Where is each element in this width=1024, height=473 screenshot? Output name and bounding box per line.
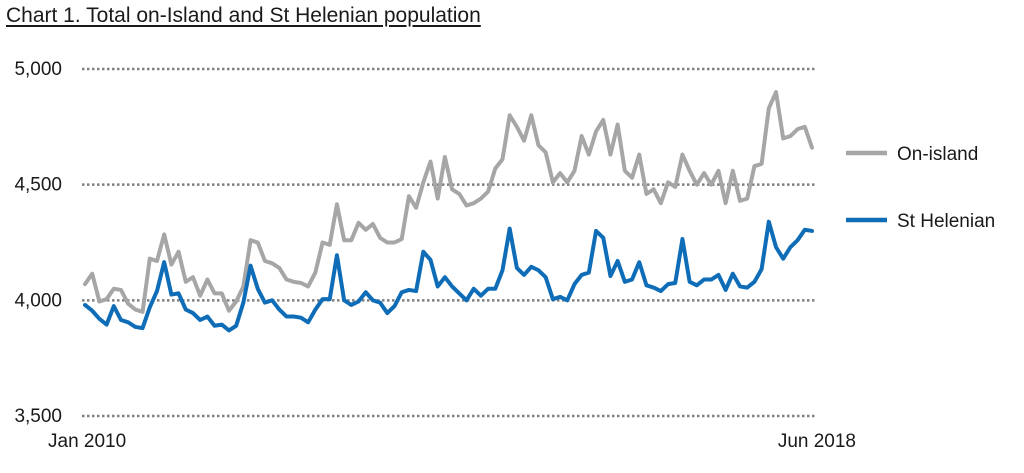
series-line-st-helenian bbox=[83, 219, 814, 333]
x-tick-label: Jan 2010 bbox=[48, 431, 126, 452]
legend-label-on-island: On-island bbox=[897, 144, 978, 165]
y-tick-label: 4,500 bbox=[14, 175, 62, 196]
x-tick-label: Jun 2018 bbox=[778, 431, 856, 452]
y-tick-label: 4,000 bbox=[14, 290, 62, 311]
x-axis-tick-labels: Jan 2010 Jun 2018 bbox=[48, 431, 856, 452]
gridlines bbox=[82, 67, 816, 418]
y-axis-tick-labels: 3,500 4,000 4,500 5,000 bbox=[14, 59, 62, 427]
legend-label-st-helenian: St Helenian bbox=[897, 211, 995, 232]
y-tick-label: 5,000 bbox=[14, 59, 62, 80]
legend: On-island St Helenian bbox=[846, 144, 995, 232]
y-tick-label: 3,500 bbox=[14, 406, 62, 427]
series-line-on-island bbox=[83, 90, 814, 314]
series-lines bbox=[83, 90, 814, 333]
chart-title: Chart 1. Total on-Island and St Helenian… bbox=[6, 4, 481, 27]
